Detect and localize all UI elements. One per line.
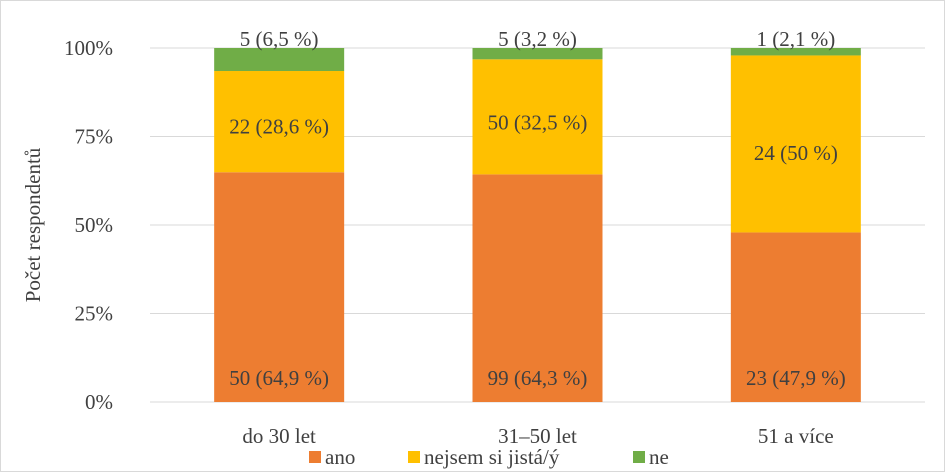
y-tick-label: 100% [64,36,113,60]
bar-segment [730,232,861,402]
data-labels: 50 (64,9 %) 22 (28,6 %) 5 (6,5 %) 99 (64,3 … [229,27,845,390]
y-tick-label: 75% [75,125,114,149]
bar-segment [472,174,603,402]
bar-segment [214,71,345,173]
y-tick-label: 50% [75,213,114,237]
y-tick-label: 25% [75,302,114,326]
legend: ano nejsem si jistá/ý ne [309,445,669,469]
legend-swatch [309,451,321,463]
y-tick-labels: 0% 25% 50% 75% 100% [64,36,113,414]
data-label: 22 (28,6 %) [229,115,329,139]
category-label: 31–50 let [498,424,577,448]
category-label: 51 a více [758,424,834,448]
data-label: 1 (2,1 %) [756,27,835,51]
data-label: 24 (50 %) [754,141,838,165]
bar-segment [730,55,861,233]
legend-label: ano [325,445,355,469]
data-label: 50 (64,9 %) [229,366,329,390]
legend-swatch [633,451,645,463]
legend-label: nejsem si jistá/ý [424,445,560,469]
data-label: 99 (64,3 %) [488,366,588,390]
category-label: do 30 let [242,424,316,448]
bar-segment [472,59,603,175]
bar-segment [214,172,345,402]
legend-swatch [408,451,420,463]
bar-segment [214,48,345,72]
bar-segment [730,48,861,56]
data-label: 5 (3,2 %) [498,27,577,51]
bar-segment [472,48,603,60]
y-tick-label: 0% [85,390,113,414]
y-axis-title: Počet respondentů [21,147,45,302]
data-label: 5 (6,5 %) [240,27,319,51]
bars [214,48,861,402]
legend-label: ne [649,445,669,469]
data-label: 50 (32,5 %) [488,111,588,135]
data-label: 23 (47,9 %) [746,366,846,390]
category-labels: do 30 let 31–50 let 51 a více [242,424,833,448]
